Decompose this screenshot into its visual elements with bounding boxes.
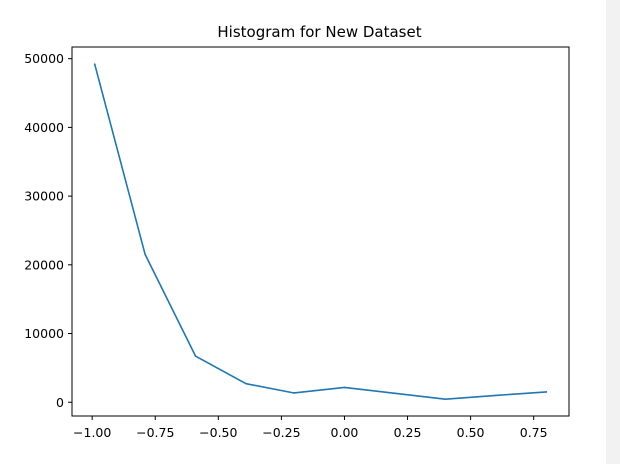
data-point	[444, 398, 447, 400]
window-edge	[606, 0, 620, 464]
y-axis: 0 10000 20000 30000 40000 50000	[24, 51, 72, 410]
x-tick-label: −1.00	[73, 425, 111, 440]
y-tick-label: 40000	[24, 120, 64, 135]
x-tick-label: 0.25	[394, 425, 422, 440]
data-point	[194, 355, 197, 358]
data-point	[245, 382, 247, 385]
data-point	[394, 392, 396, 395]
data-point	[93, 63, 96, 65]
data-point	[343, 386, 346, 389]
y-tick-label: 20000	[24, 257, 64, 272]
series-line	[93, 63, 548, 400]
x-tick-label: 0.00	[331, 425, 359, 440]
series-points	[93, 63, 548, 400]
x-tick-label: 0.75	[520, 425, 548, 440]
plot-area	[71, 46, 570, 417]
x-tick-label: −0.50	[199, 425, 237, 440]
x-tick-label: −0.75	[136, 425, 174, 440]
data-point	[495, 394, 497, 397]
y-tick-label: 0	[56, 395, 64, 410]
y-tick-label: 10000	[24, 326, 64, 341]
chart-title: Histogram for New Dataset	[217, 23, 421, 41]
x-tick-label: −0.25	[262, 425, 300, 440]
y-tick-label: 50000	[24, 51, 64, 66]
data-point	[293, 392, 295, 394]
data-point	[545, 391, 548, 393]
data-point	[144, 253, 146, 256]
x-tick-label: 0.50	[457, 425, 485, 440]
x-axis: −1.00 −0.75 −0.50 −0.25 0.00 0.25 0.50 0.75	[73, 416, 548, 440]
y-tick-label: 30000	[24, 189, 64, 204]
